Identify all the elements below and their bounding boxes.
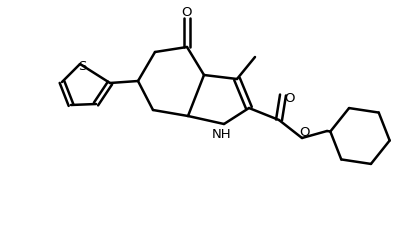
Text: O: O <box>300 125 310 138</box>
Text: S: S <box>78 59 86 72</box>
Text: NH: NH <box>212 128 232 141</box>
Text: O: O <box>285 91 295 104</box>
Text: O: O <box>182 6 192 19</box>
